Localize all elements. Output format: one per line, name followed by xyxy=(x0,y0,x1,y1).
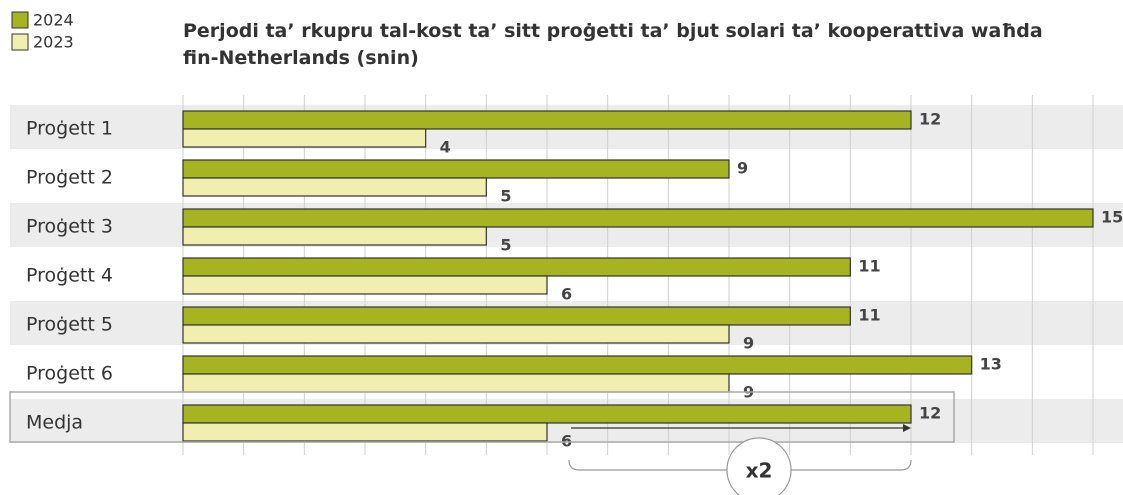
value-label: 6 xyxy=(561,285,572,304)
legend-swatch xyxy=(11,11,29,29)
category-label: Proġett 6 xyxy=(26,363,113,385)
bar xyxy=(182,177,487,197)
category-label: Proġett 4 xyxy=(26,265,113,287)
value-label: 11 xyxy=(858,306,880,325)
bar xyxy=(182,306,851,326)
annotation: x2 xyxy=(746,459,773,483)
arrow-head xyxy=(903,424,911,432)
legend-label: 2024 xyxy=(33,11,74,30)
bar xyxy=(182,226,487,246)
value-label: 15 xyxy=(1101,208,1123,227)
bar xyxy=(182,257,851,277)
chart-title: Perjodi ta’ rkupru tal-kost ta’ sitt pro… xyxy=(183,20,1043,69)
category-label: Proġett 2 xyxy=(26,167,113,189)
bar xyxy=(182,324,730,344)
legend-label: 2023 xyxy=(33,33,74,52)
category-label: Medja xyxy=(26,412,83,434)
category-label: Proġett 3 xyxy=(26,216,113,238)
highlight-box xyxy=(9,391,955,443)
bar xyxy=(182,275,548,295)
bar xyxy=(182,128,427,148)
value-label: 12 xyxy=(919,110,941,129)
value-label: 5 xyxy=(500,236,511,255)
category-label: Proġett 1 xyxy=(26,118,113,140)
bar xyxy=(182,422,548,442)
bar xyxy=(182,373,730,393)
bar xyxy=(182,355,973,375)
bar xyxy=(182,159,730,179)
value-label: 9 xyxy=(737,159,748,178)
value-label: 6 xyxy=(561,432,572,451)
bar xyxy=(182,404,912,424)
value-label: 5 xyxy=(500,187,511,206)
value-label: 9 xyxy=(743,334,754,353)
bar xyxy=(182,110,912,130)
value-label: 12 xyxy=(919,404,941,423)
value-label: 11 xyxy=(858,257,880,276)
legend-swatch xyxy=(11,33,29,51)
brace xyxy=(568,459,912,471)
value-label: 4 xyxy=(440,138,451,157)
bar xyxy=(182,208,1094,228)
value-label: 13 xyxy=(980,355,1002,374)
annotation-circle xyxy=(726,437,792,495)
category-label: Proġett 5 xyxy=(26,314,113,336)
